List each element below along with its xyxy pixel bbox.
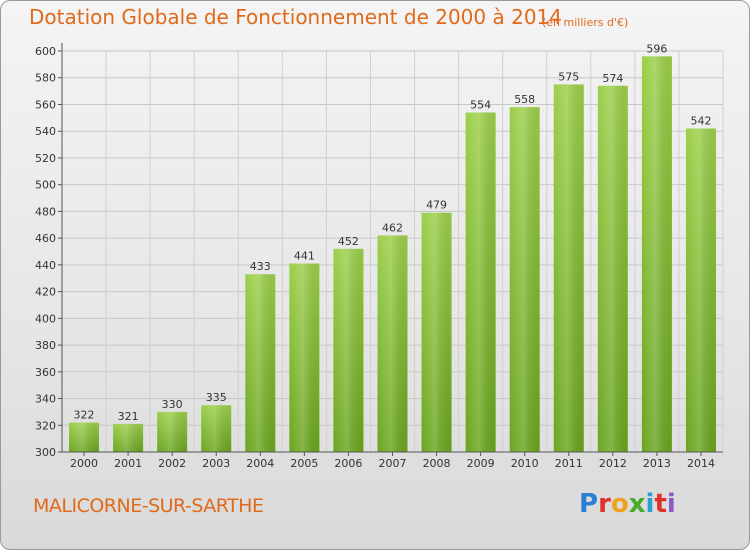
y-tick-label: 380 [35,339,56,352]
x-tick-label: 2005 [290,457,318,470]
x-tick-label: 2002 [158,457,186,470]
y-tick-label: 400 [35,312,56,325]
brand-letter: P [579,489,599,519]
bar-shine [201,405,232,452]
bar-shine [641,56,672,452]
brand-letter: r [598,489,611,519]
bar-shine [113,423,144,452]
x-tick-label: 2007 [379,457,407,470]
chart-title: Dotation Globale de Fonctionnement de 20… [29,5,562,29]
y-tick-label: 340 [35,393,56,406]
bar-shine [333,248,364,452]
bar-value-label: 574 [602,72,623,85]
x-tick-label: 2009 [467,457,495,470]
y-tick-label: 480 [35,205,56,218]
bar-value-label: 441 [294,250,315,263]
y-tick-label: 560 [35,98,56,111]
brand-letter: i [645,489,655,519]
bar-value-label: 330 [162,398,183,411]
chart-unit: (en milliers d'€) [542,16,629,29]
commune-name: MALICORNE-SUR-SARTHE [33,495,264,517]
bar-value-label: 335 [206,391,227,404]
bar-shine [685,128,716,452]
x-tick-label: 2013 [643,457,671,470]
bar-value-label: 558 [514,93,535,106]
bar-shine [553,84,584,453]
bar-shine [377,235,408,452]
bar-value-label: 322 [74,409,95,422]
x-tick-label: 2010 [511,457,539,470]
x-tick-label: 2000 [70,457,98,470]
bar-shine [69,422,100,452]
y-tick-label: 520 [35,152,56,165]
bar-value-label: 554 [470,98,491,111]
x-tick-label: 2008 [423,457,451,470]
bar-shine [597,85,628,453]
bar-value-label: 433 [250,260,271,273]
y-tick-label: 300 [35,446,56,459]
brand-letter: x [628,489,646,519]
bar-value-label: 321 [118,410,139,423]
x-tick-label: 2012 [599,457,627,470]
brand-letter: t [654,489,667,519]
bar-value-label: 542 [690,115,711,128]
brand-letter: i [666,489,676,519]
bar-value-label: 462 [382,221,403,234]
bar-value-label: 596 [646,42,667,55]
x-tick-label: 2003 [202,457,230,470]
y-tick-label: 580 [35,72,56,85]
x-tick-label: 2006 [334,457,362,470]
y-tick-label: 540 [35,125,56,138]
y-tick-label: 420 [35,286,56,299]
y-tick-label: 320 [35,419,56,432]
bar-shine [465,112,496,452]
bar-value-label: 479 [426,199,447,212]
x-tick-label: 2004 [246,457,274,470]
bar-shine [509,107,540,452]
proxiti-logo[interactable]: Proxiti [579,489,676,519]
y-tick-label: 360 [35,366,56,379]
bar-value-label: 452 [338,235,359,248]
bar-shine [289,263,320,452]
y-tick-label: 460 [35,232,56,245]
y-tick-label: 600 [35,45,56,58]
x-tick-label: 2011 [555,457,583,470]
brand-letter: o [610,489,629,519]
bar-shine [157,411,188,452]
x-tick-label: 2001 [114,457,142,470]
bar-shine [245,274,276,452]
x-tick-label: 2014 [687,457,715,470]
bar-value-label: 575 [558,70,579,83]
y-tick-label: 440 [35,259,56,272]
y-tick-label: 500 [35,179,56,192]
bar-shine [421,212,452,452]
